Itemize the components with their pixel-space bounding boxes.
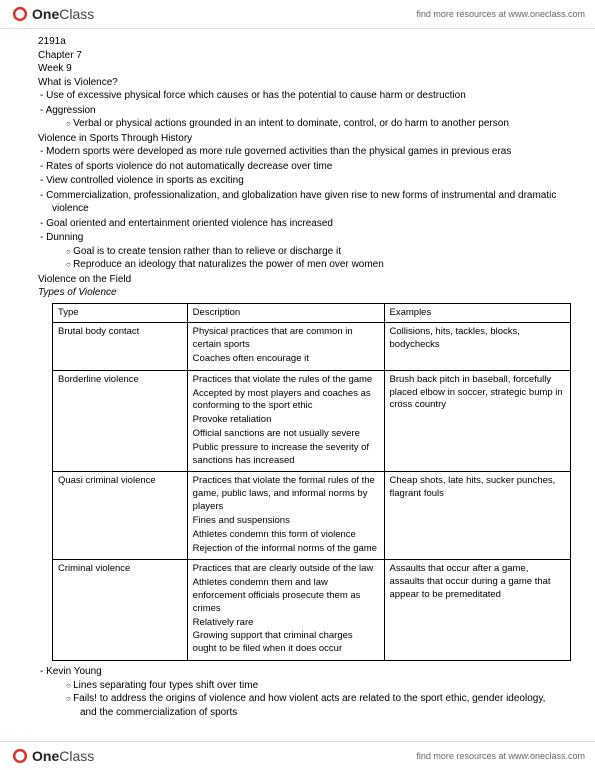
section-title-what-is-violence: What is Violence? bbox=[38, 76, 557, 90]
cell-type: Borderline violence bbox=[53, 370, 188, 472]
table-row: Borderline violencePractices that violat… bbox=[53, 370, 571, 472]
list-subitem: Fails! to address the origins of violenc… bbox=[80, 692, 557, 719]
list-subitem: Verbal or physical actions grounded in a… bbox=[80, 117, 557, 131]
list-item: Use of excessive physical force which ca… bbox=[52, 89, 557, 103]
week-label: Week 9 bbox=[38, 62, 557, 76]
list-what-is-violence: Use of excessive physical force which ca… bbox=[38, 89, 557, 131]
table-row: Criminal violencePractices that are clea… bbox=[53, 560, 571, 661]
header-link[interactable]: find more resources at www.oneclass.com bbox=[416, 8, 585, 20]
th-description: Description bbox=[187, 303, 384, 323]
list-subitem: Lines separating four types shift over t… bbox=[80, 679, 557, 693]
list-subitem: Reproduce an ideology that naturalizes t… bbox=[80, 258, 557, 272]
cell-description: Practices that are clearly outside of th… bbox=[187, 560, 384, 661]
cell-type: Criminal violence bbox=[53, 560, 188, 661]
cell-examples: Cheap shots, late hits, sucker punches, … bbox=[384, 472, 571, 560]
table-row: Brutal body contactPhysical practices th… bbox=[53, 323, 571, 370]
footer-link[interactable]: find more resources at www.oneclass.com bbox=[416, 750, 585, 762]
th-type: Type bbox=[53, 303, 188, 323]
page-footer: OneClass find more resources at www.onec… bbox=[0, 741, 595, 770]
list-item: Dunning Goal is to create tension rather… bbox=[52, 231, 557, 272]
cell-examples: Assaults that occur after a game, assaul… bbox=[384, 560, 571, 661]
cell-examples: Collisions, hits, tackles, blocks, bodyc… bbox=[384, 323, 571, 370]
list-kevin-young: Kevin Young Lines separating four types … bbox=[38, 665, 557, 719]
cell-examples: Brush back pitch in baseball, forcefully… bbox=[384, 370, 571, 472]
cell-description: Physical practices that are common in ce… bbox=[187, 323, 384, 370]
section-title-history: Violence in Sports Through History bbox=[38, 132, 557, 146]
chapter-label: Chapter 7 bbox=[38, 49, 557, 63]
logo: OneClass bbox=[10, 4, 94, 24]
table-header-row: Type Description Examples bbox=[53, 303, 571, 323]
document-content: 2191a Chapter 7 Week 9 What is Violence?… bbox=[0, 29, 595, 726]
cell-description: Practices that violate the formal rules … bbox=[187, 472, 384, 560]
list-item: Goal oriented and entertainment oriented… bbox=[52, 217, 557, 231]
course-code: 2191a bbox=[38, 35, 557, 49]
logo-icon bbox=[10, 746, 30, 766]
cell-description: Practices that violate the rules of the … bbox=[187, 370, 384, 472]
table-row: Quasi criminal violencePractices that vi… bbox=[53, 472, 571, 560]
page-header: OneClass find more resources at www.onec… bbox=[0, 0, 595, 29]
list-item: Aggression Verbal or physical actions gr… bbox=[52, 104, 557, 131]
cell-type: Brutal body contact bbox=[53, 323, 188, 370]
subsection-types: Types of Violence bbox=[38, 286, 557, 300]
th-examples: Examples bbox=[384, 303, 571, 323]
logo-icon bbox=[10, 4, 30, 24]
list-item: Commercialization, professionalization, … bbox=[52, 189, 557, 216]
list-item: Rates of sports violence do not automati… bbox=[52, 160, 557, 174]
footer-logo: OneClass bbox=[10, 746, 94, 766]
section-title-on-field: Violence on the Field bbox=[38, 273, 557, 287]
list-subitem: Goal is to create tension rather than to… bbox=[80, 245, 557, 259]
list-item: Modern sports were developed as more rul… bbox=[52, 145, 557, 159]
logo-text: OneClass bbox=[32, 5, 94, 24]
list-item: View controlled violence in sports as ex… bbox=[52, 174, 557, 188]
list-history: Modern sports were developed as more rul… bbox=[38, 145, 557, 272]
violence-types-table: Type Description Examples Brutal body co… bbox=[52, 303, 571, 662]
list-item: Kevin Young Lines separating four types … bbox=[52, 665, 557, 719]
logo-text: OneClass bbox=[32, 747, 94, 766]
cell-type: Quasi criminal violence bbox=[53, 472, 188, 560]
